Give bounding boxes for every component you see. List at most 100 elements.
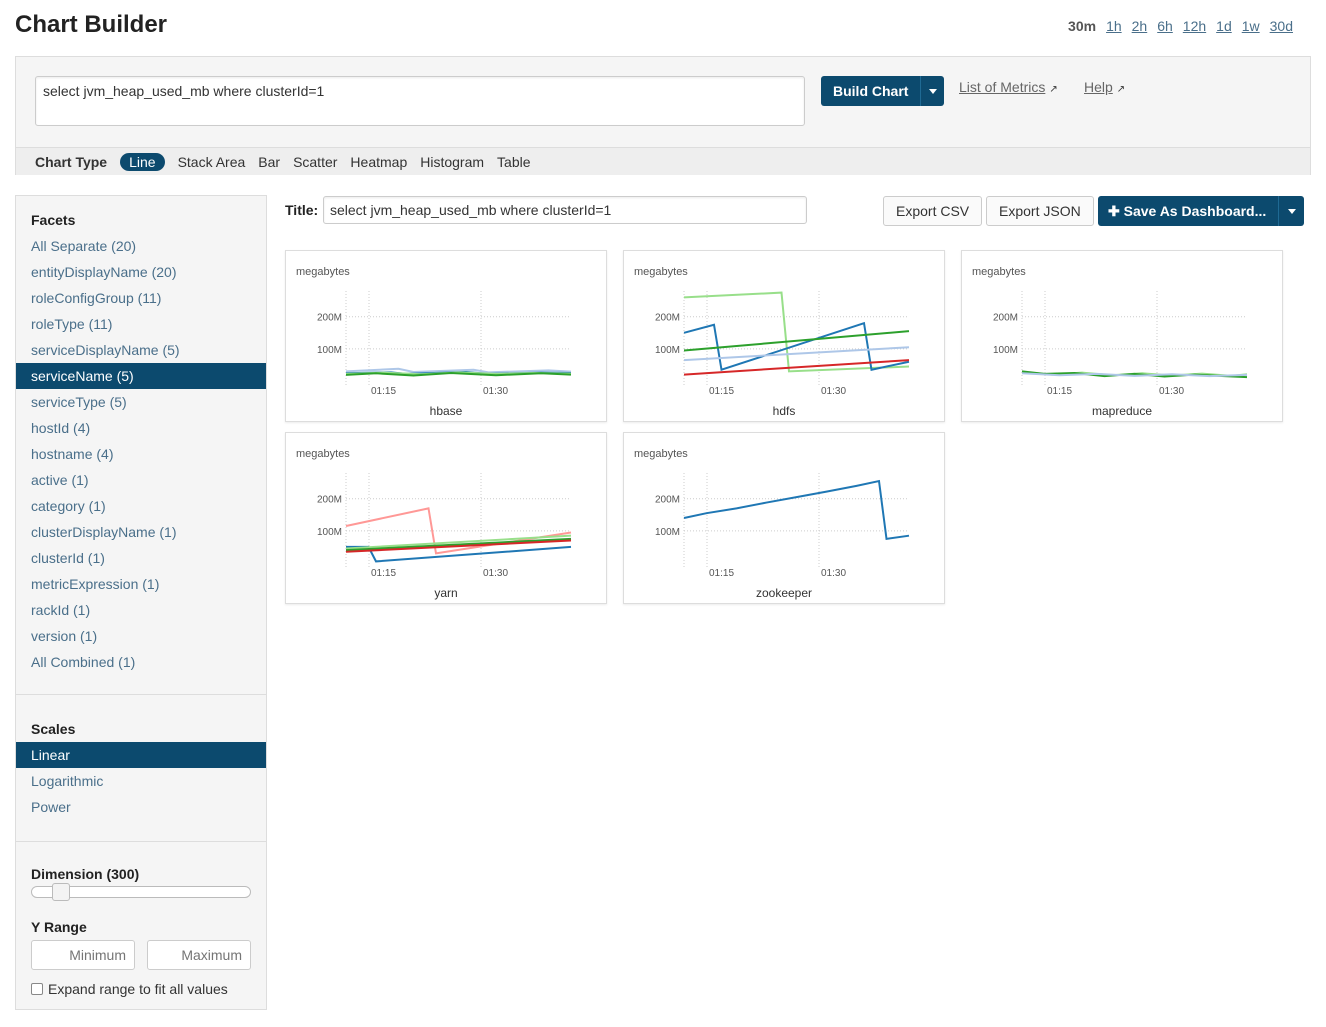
- x-tick-label: 01:15: [371, 386, 396, 397]
- chart-card-mapreduce[interactable]: megabytes 200M 100M 01:15 01:30 mapreduce: [961, 250, 1283, 422]
- time-range-2h[interactable]: 2h: [1131, 18, 1148, 34]
- title-input[interactable]: [323, 196, 807, 224]
- save-dashboard-dropdown-button[interactable]: [1278, 196, 1305, 226]
- x-tick-label: 01:30: [1159, 386, 1184, 397]
- scales-heading: Scales: [31, 721, 76, 737]
- facet-service-display-name[interactable]: serviceDisplayName (5): [31, 342, 180, 358]
- time-range-12h[interactable]: 12h: [1182, 18, 1207, 34]
- y-tick-label: 100M: [655, 345, 680, 356]
- facet-role-config-group[interactable]: roleConfigGroup (11): [31, 290, 162, 306]
- chart-type-bar[interactable]: Bar: [258, 153, 281, 170]
- y-tick-label: 100M: [993, 345, 1018, 356]
- facet-rack-id[interactable]: rackId (1): [31, 602, 91, 618]
- facet-hostname[interactable]: hostname (4): [31, 446, 114, 462]
- time-range-1d[interactable]: 1d: [1216, 18, 1232, 34]
- x-tick-label: 01:15: [709, 568, 734, 579]
- export-csv-button[interactable]: Export CSV: [883, 196, 983, 226]
- series-line: [345, 367, 572, 374]
- chart-title: zookeeper: [756, 586, 812, 600]
- expand-range-checkbox[interactable]: [31, 983, 43, 995]
- facet-host-id[interactable]: hostId (4): [31, 420, 91, 436]
- export-json-button[interactable]: Export JSON: [986, 196, 1094, 226]
- query-panel: select jvm_heap_used_mb where clusterId=…: [15, 56, 1311, 175]
- chart-card-hbase[interactable]: megabytes 200M 100M 01:15 01:30 hbase: [285, 250, 607, 422]
- time-range-1w[interactable]: 1w: [1241, 18, 1260, 34]
- series-line: [683, 291, 910, 373]
- facet-version[interactable]: version (1): [31, 628, 98, 644]
- save-as-dashboard-button[interactable]: ✚ Save As Dashboard...: [1098, 196, 1279, 226]
- facet-entity-display-name[interactable]: entityDisplayName (20): [31, 264, 177, 280]
- series-line: [683, 479, 910, 541]
- facet-category[interactable]: category (1): [31, 498, 106, 514]
- chart-type-line[interactable]: Line: [120, 152, 165, 171]
- time-range-1h[interactable]: 1h: [1106, 18, 1122, 34]
- scale-power[interactable]: Power: [31, 799, 71, 815]
- list-of-metrics-link[interactable]: List of Metrics ↗: [959, 79, 1058, 95]
- facets-heading: Facets: [31, 212, 76, 228]
- dimension-slider[interactable]: [31, 883, 251, 901]
- time-range-30d[interactable]: 30d: [1269, 18, 1293, 34]
- facet-service-name[interactable]: serviceName (5): [16, 363, 266, 389]
- time-range-6h[interactable]: 6h: [1157, 18, 1173, 34]
- facet-list: All Separate (20) entityDisplayName (20)…: [16, 233, 266, 675]
- chart-type-histogram[interactable]: Histogram: [420, 153, 485, 170]
- chart-title: yarn: [434, 586, 457, 600]
- y-axis-label: megabytes: [634, 266, 688, 278]
- caret-down-icon: [929, 89, 938, 94]
- title-label: Title:: [285, 202, 319, 218]
- scale-logarithmic[interactable]: Logarithmic: [31, 773, 104, 789]
- y-tick-label: 200M: [655, 313, 680, 324]
- chart-svg: megabytes 200M 100M 01:15 01:30 hdfs: [634, 266, 910, 418]
- chart-svg: megabytes 200M 100M 01:15 01:30 mapreduce: [972, 266, 1248, 418]
- facet-all-combined[interactable]: All Combined (1): [31, 654, 136, 670]
- build-chart-dropdown-button[interactable]: [920, 76, 945, 106]
- scale-linear[interactable]: Linear: [16, 742, 266, 768]
- chart-svg: megabytes 200M 100M 01:15 01:30 hbase: [296, 266, 572, 418]
- facet-role-type[interactable]: roleType (11): [31, 316, 113, 332]
- chart-card-hdfs[interactable]: megabytes 200M 100M 01:15 01:30 hdfs: [623, 250, 945, 422]
- facet-metric-expression[interactable]: metricExpression (1): [31, 576, 160, 592]
- expand-range-row: Expand range to fit all values: [31, 981, 228, 997]
- facet-cluster-id[interactable]: clusterId (1): [31, 550, 105, 566]
- chart-svg: megabytes 200M 100M 01:15 01:30 yarn: [296, 448, 572, 600]
- chart-type-heatmap[interactable]: Heatmap: [350, 153, 408, 170]
- chart-type-stack-area[interactable]: Stack Area: [177, 153, 246, 170]
- time-range-selector: 30m 1h 2h 6h 12h 1d 1w 30d: [1068, 18, 1293, 34]
- y-tick-label: 100M: [655, 527, 680, 538]
- facet-all-separate[interactable]: All Separate (20): [31, 238, 137, 254]
- chart-svg: megabytes 200M 100M 01:15 01:30 zookeeper: [634, 448, 910, 600]
- facet-service-type[interactable]: serviceType (5): [31, 394, 127, 410]
- dimension-slider-handle[interactable]: [52, 883, 70, 901]
- x-tick-label: 01:30: [821, 386, 846, 397]
- y-axis-label: megabytes: [634, 448, 688, 460]
- time-range-30m[interactable]: 30m: [1068, 18, 1097, 34]
- build-chart-button[interactable]: Build Chart: [821, 76, 921, 106]
- help-link[interactable]: Help ↗: [1084, 79, 1125, 95]
- dimension-label: Dimension (300): [31, 866, 140, 882]
- chart-type-scatter[interactable]: Scatter: [293, 153, 338, 170]
- y-tick-label: 200M: [317, 313, 342, 324]
- y-tick-label: 100M: [317, 527, 342, 538]
- page-title: Chart Builder: [15, 11, 168, 38]
- x-tick-label: 01:15: [371, 568, 396, 579]
- sidebar: Facets All Separate (20) entityDisplayNa…: [15, 195, 267, 1010]
- chart-type-bar: Chart Type Line Stack Area Bar Scatter H…: [16, 147, 1310, 175]
- chart-type-table[interactable]: Table: [497, 153, 531, 170]
- build-chart-group: Build Chart: [821, 76, 945, 106]
- scale-list: Linear Logarithmic Power: [16, 742, 266, 820]
- facet-cluster-display-name[interactable]: clusterDisplayName (1): [31, 524, 177, 540]
- expand-range-label: Expand range to fit all values: [48, 981, 228, 997]
- y-tick-label: 200M: [993, 313, 1018, 324]
- chart-card-zookeeper[interactable]: megabytes 200M 100M 01:15 01:30 zookeeper: [623, 432, 945, 604]
- query-input[interactable]: select jvm_heap_used_mb where clusterId=…: [35, 76, 805, 126]
- x-tick-label: 01:15: [1047, 386, 1072, 397]
- y-range-min-input[interactable]: [31, 940, 135, 970]
- series-line: [683, 330, 910, 352]
- series-line: [345, 371, 572, 377]
- x-tick-label: 01:30: [483, 386, 508, 397]
- divider: [16, 841, 266, 842]
- facet-active[interactable]: active (1): [31, 472, 89, 488]
- y-range-max-input[interactable]: [147, 940, 251, 970]
- y-tick-label: 200M: [317, 495, 342, 506]
- chart-card-yarn[interactable]: megabytes 200M 100M 01:15 01:30 yarn: [285, 432, 607, 604]
